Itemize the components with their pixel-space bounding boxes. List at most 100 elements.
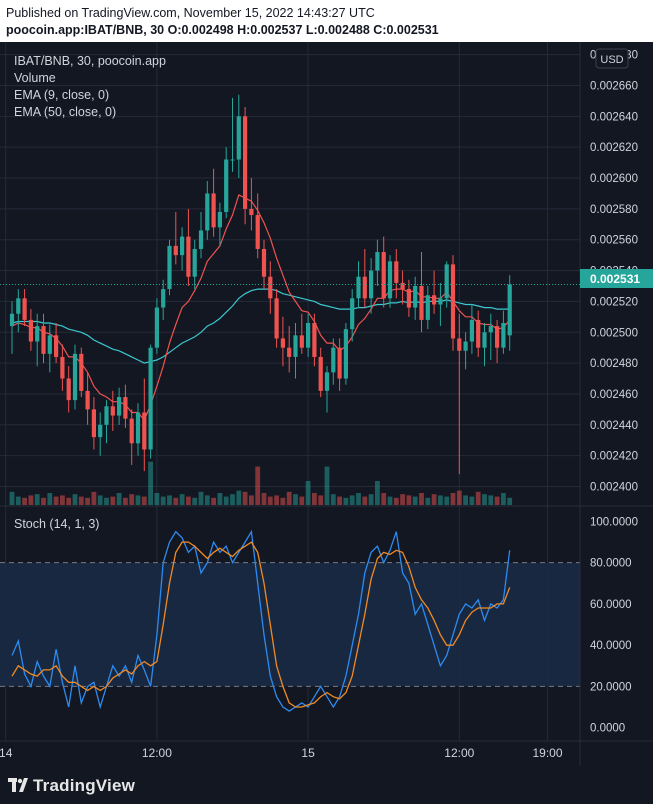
volume-bar [299,496,305,505]
volume-bar [330,494,336,505]
volume-bar [15,496,21,505]
volume-bar [249,495,254,505]
footer: TradingView [0,766,653,804]
volume-bar [324,466,330,505]
candle-body [85,390,90,410]
volume-bar [41,497,46,505]
candle-body [337,347,342,379]
candle-body [425,295,430,320]
candle-body [148,347,153,450]
price-tick-label: 0.002660 [590,80,638,92]
currency-badge[interactable] [595,48,629,69]
volume-bar [60,495,65,505]
candle-body [450,264,456,339]
candle-body [438,298,443,305]
volume-bar [312,493,317,505]
candle-body [217,211,222,228]
volume-bar [72,494,78,505]
candle-body [129,418,134,444]
candle-body [54,335,59,357]
candle-body [123,397,128,419]
volume-bar [173,497,179,505]
volume-bar [343,497,349,505]
volume-bar [230,494,235,505]
candle-body [387,261,393,299]
candle-body [476,319,481,348]
price-tick-label: 0.002500 [590,327,638,339]
volume-bar [507,497,513,505]
last-price-tag [580,269,653,288]
ema-lines [11,194,511,422]
candle-body [192,248,197,277]
candle-body [293,335,298,357]
legend-ema50: EMA (50, close, 0) [14,105,116,119]
candle-body [312,323,317,357]
candle-body [444,264,449,299]
tradingview-logo[interactable]: TradingView [8,776,135,796]
volume-bar [318,495,324,505]
candle-body [91,409,96,438]
volume-bar [375,481,380,505]
candle-body [406,289,411,308]
volume-bar [110,496,116,505]
volume-bar [116,493,122,505]
volume-bar [135,495,141,505]
candle-body [501,323,506,348]
candle-body [306,323,311,348]
price-tick-label: 0.002400 [590,481,638,493]
price-tick-label: 0.002420 [590,451,638,463]
stoch-tick-label: 0.0000 [590,723,625,735]
ema9-line [11,194,511,422]
volume-bar [412,496,418,505]
candle-body [98,424,103,438]
volume-bar [349,495,355,505]
price-tick-label: 0.002520 [590,296,638,308]
legend-symbol: IBAT/BNB, 30, poocoin.app [14,54,166,68]
volume-bar [387,496,393,505]
symbol-line: poocoin.app:IBAT/BNB, 30 [6,23,165,37]
volume-bar [267,496,273,505]
candle-body [35,326,40,342]
chart-area[interactable]: 0.0026800.0026600.0026400.0026200.002600… [0,42,653,766]
candle-body [186,236,191,277]
volume-bar [53,496,59,505]
candle-body [72,353,78,401]
candle-body [318,356,323,391]
candle-body [400,282,405,290]
candle-body [495,326,500,348]
volume-bar [160,496,166,505]
candle-body [488,326,493,333]
candle-body [47,335,52,354]
candle-body [413,285,418,308]
volume-bar [141,496,147,505]
volume-bars [9,461,513,505]
stoch-band-fill [0,562,580,687]
stoch-d-line [11,541,511,708]
time-tick-label: 12:00 [444,746,474,760]
volume-bar [494,496,500,505]
volume-bar [211,497,216,505]
price-tick-label: 0.002620 [590,142,638,154]
volume-bar [129,494,135,505]
volume-bar [217,493,223,505]
publish-header: Published on TradingView.com, November 1… [0,0,653,42]
candle-body [104,406,109,425]
candle-body [249,208,254,216]
currency-badge-label: USD [600,54,623,66]
tradingview-mark-icon [8,778,28,792]
volume-bar [261,493,267,505]
volume-bar [337,496,342,505]
volume-bar [293,494,298,505]
candle-body [16,298,21,314]
candle-body [274,298,279,339]
candle-body [154,307,159,348]
volume-bar [425,497,431,505]
candle-body [331,347,336,373]
volume-bar [463,495,468,505]
volume-bar [154,493,160,505]
candle-body [110,406,115,416]
price-tick-label: 0.002460 [590,389,638,401]
stoch-tick-label: 20.0000 [590,681,632,693]
last-price-label: 0.002531 [590,272,640,286]
volume-bar [305,481,311,505]
